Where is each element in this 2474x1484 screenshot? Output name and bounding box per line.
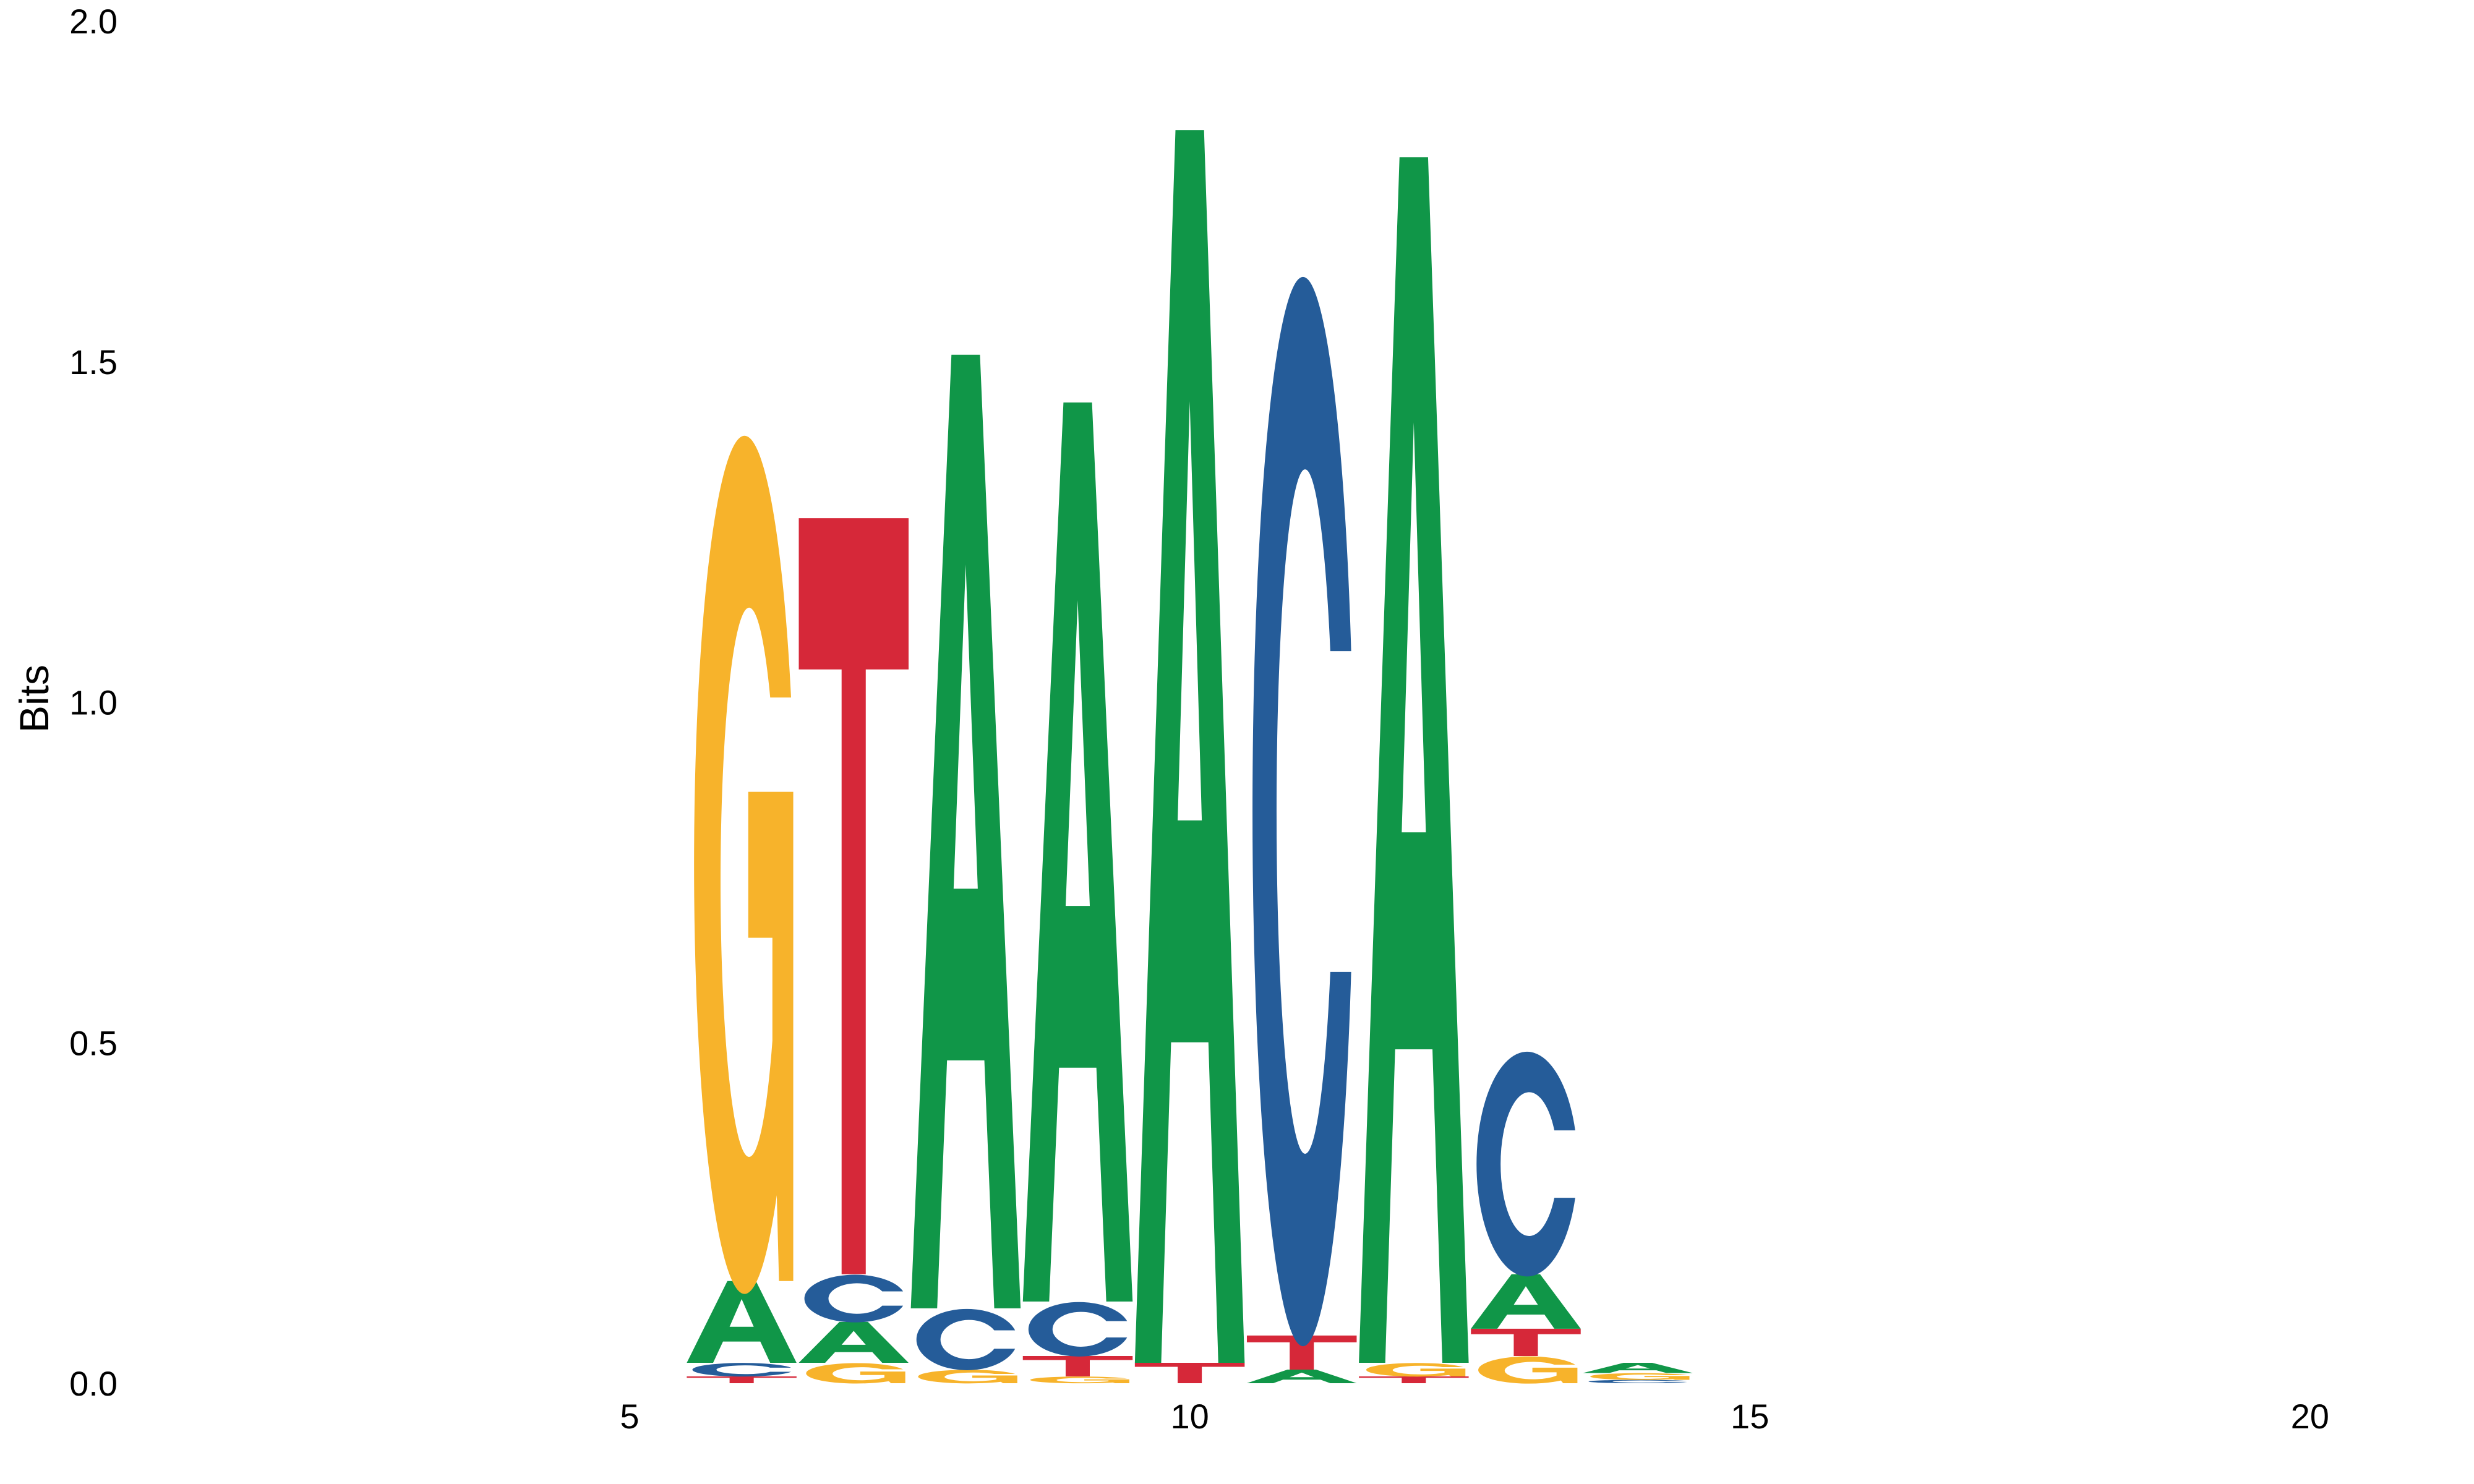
logo-letter-a-pos-6: [687, 1281, 797, 1363]
x-tick-label: 20: [2291, 1397, 2329, 1436]
x-tick-label: 15: [1731, 1397, 1769, 1436]
y-tick-label: 2.0: [69, 2, 118, 41]
logo-letter-t-pos-9: [1022, 1355, 1133, 1376]
logo-letter-c-pos-8: [916, 1308, 1016, 1370]
logo-letter-g-pos-14: [1590, 1373, 1690, 1380]
logo-letter-a-pos-14: [1583, 1362, 1693, 1373]
logo-letter-t-pos-10: [1134, 1362, 1245, 1383]
x-tick-label: 5: [620, 1397, 639, 1436]
logo-letter-a-pos-9: [1022, 402, 1133, 1302]
logo-letter-t-pos-12: [1359, 1376, 1469, 1383]
y-axis-label: Bits: [11, 665, 57, 733]
logo-letter-g-pos-8: [918, 1370, 1017, 1384]
logo-letter-a-pos-7: [798, 1321, 909, 1363]
logo-letter-c-pos-6: [692, 1363, 791, 1377]
logo-letter-t-pos-13: [1471, 1328, 1581, 1356]
logo-letters: [687, 130, 1693, 1384]
logo-letter-c-pos-9: [1028, 1302, 1128, 1357]
logo-letter-c-pos-7: [804, 1274, 904, 1323]
logo-letter-t-pos-11: [1246, 1335, 1357, 1370]
logo-letter-a-pos-10: [1134, 130, 1245, 1363]
logo-letter-g-pos-13: [1478, 1356, 1578, 1384]
logo-letter-t-pos-6: [687, 1376, 797, 1383]
logo-letter-c-pos-13: [1476, 1051, 1575, 1277]
x-axis-ticks: 5 10 15 20: [620, 1397, 2329, 1436]
logo-letter-a-pos-13: [1471, 1274, 1581, 1329]
logo-letter-c-pos-11: [1252, 276, 1351, 1347]
logo-letter-t-pos-7: [798, 518, 909, 1274]
y-tick-label: 1.0: [69, 683, 118, 722]
y-tick-label: 1.5: [69, 343, 118, 382]
logo-letter-a-pos-11: [1246, 1369, 1357, 1383]
logo-letter-a-pos-8: [910, 354, 1021, 1308]
logo-letter-c-pos-14: [1588, 1380, 1687, 1384]
y-tick-label: 0.0: [69, 1364, 118, 1403]
logo-letter-a-pos-12: [1359, 157, 1469, 1363]
logo-letter-g-pos-7: [806, 1363, 905, 1384]
y-tick-label: 0.5: [69, 1023, 118, 1062]
logo-letter-g-pos-9: [1030, 1376, 1129, 1384]
y-axis-ticks: 0.0 0.5 1.0 1.5 2.0: [69, 2, 118, 1403]
logo-letter-g-pos-12: [1366, 1363, 1466, 1377]
x-tick-label: 10: [1170, 1397, 1209, 1436]
logo-letter-g-pos-6: [694, 435, 794, 1294]
